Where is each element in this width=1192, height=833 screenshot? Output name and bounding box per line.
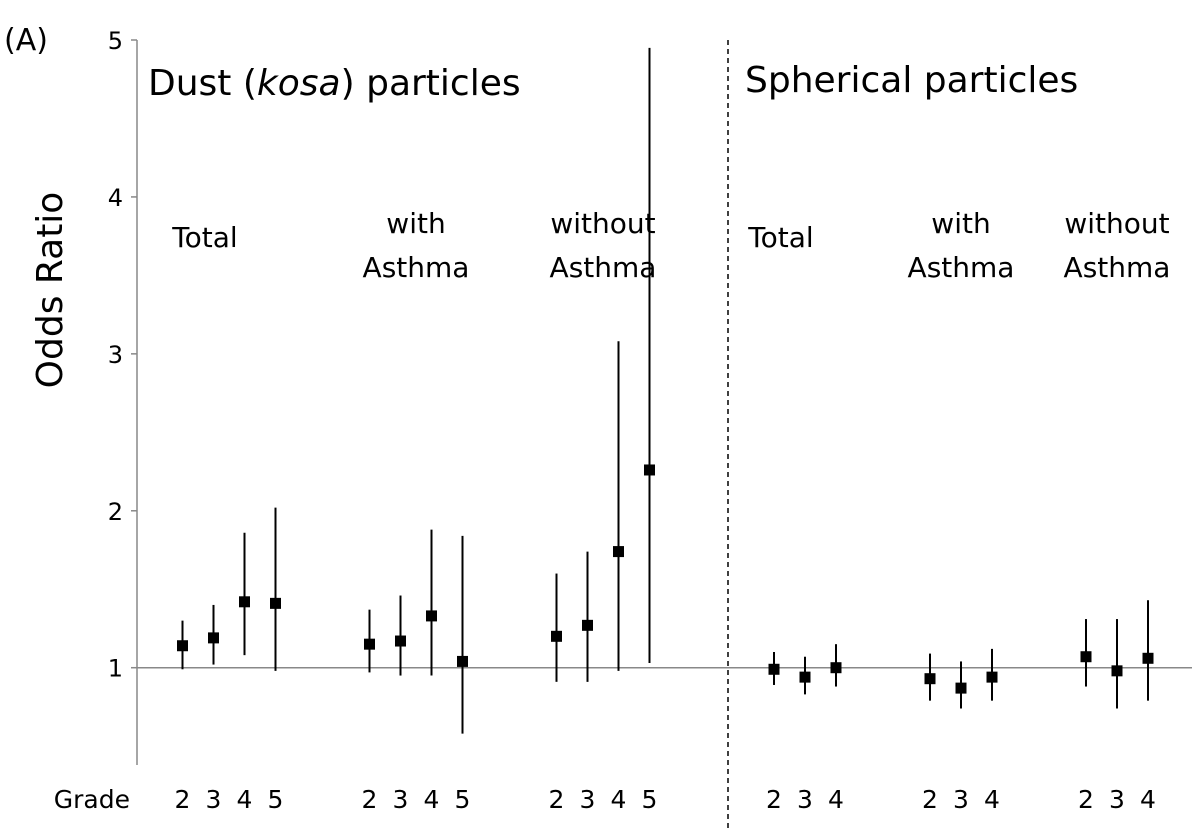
point (955, 682, 967, 694)
title-part: Spherical particles (745, 60, 1078, 101)
point (551, 630, 562, 642)
group-label: Asthma (1064, 251, 1171, 284)
group-label: Total (171, 221, 237, 254)
y-tick-label: 4 (108, 184, 123, 212)
x-tick-label: 2 (1078, 785, 1094, 814)
title-part: kosa (257, 63, 341, 104)
point (1080, 651, 1092, 663)
x-tick-label: 2 (175, 785, 191, 814)
point (457, 655, 468, 667)
point (270, 597, 281, 609)
point (986, 671, 998, 683)
point (239, 596, 250, 608)
y-tick-label: 1 (108, 655, 123, 683)
point (613, 546, 624, 558)
group-label: without (550, 207, 655, 240)
group-label: Asthma (550, 251, 657, 284)
x-tick-label: 4 (1140, 785, 1156, 814)
group-label: Total (747, 221, 813, 254)
group-label: without (1064, 207, 1169, 240)
title-part: ) particles (341, 63, 521, 104)
x-tick-label: 4 (828, 785, 844, 814)
y-tick-label: 5 (108, 27, 123, 55)
point (582, 619, 593, 631)
x-tick-label: 4 (611, 785, 627, 814)
y-axis-label: Odds Ratio (30, 192, 71, 389)
panel-title: Spherical particles (745, 60, 1078, 101)
panel-title: Dust (kosa) particles (148, 63, 521, 104)
group-label: Asthma (363, 251, 470, 284)
point (395, 635, 406, 647)
x-tick-label: 2 (362, 785, 378, 814)
point (1142, 652, 1154, 664)
x-tick-label: 3 (393, 785, 409, 814)
x-tick-label: 2 (549, 785, 565, 814)
group-label: Asthma (908, 251, 1015, 284)
point (644, 464, 655, 476)
x-tick-label: 4 (237, 785, 253, 814)
x-tick-label: 2 (922, 785, 938, 814)
y-tick-label: 3 (108, 341, 123, 369)
x-tick-label: 3 (580, 785, 596, 814)
point (177, 640, 188, 652)
point (830, 662, 842, 674)
point (208, 632, 219, 644)
x-tick-label: 4 (984, 785, 1000, 814)
point (799, 671, 811, 683)
group-label: with (386, 207, 445, 240)
point (924, 673, 936, 685)
x-tick-label: 5 (455, 785, 471, 814)
x-tick-label: 5 (268, 785, 284, 814)
title-part: Dust ( (148, 63, 257, 104)
x-tick-label: 4 (424, 785, 440, 814)
point (364, 638, 375, 650)
x-tick-label: 3 (797, 785, 813, 814)
x-tick-label: 3 (206, 785, 222, 814)
group-label: with (931, 207, 990, 240)
point (426, 610, 437, 622)
point (1111, 665, 1123, 677)
x-axis-label: Grade (54, 785, 130, 814)
point (768, 663, 780, 675)
x-tick-label: 3 (1109, 785, 1125, 814)
x-tick-label: 2 (766, 785, 782, 814)
panel-label: (A) (4, 23, 48, 58)
x-tick-label: 3 (953, 785, 969, 814)
y-tick-label: 2 (108, 498, 123, 526)
x-tick-label: 5 (642, 785, 658, 814)
